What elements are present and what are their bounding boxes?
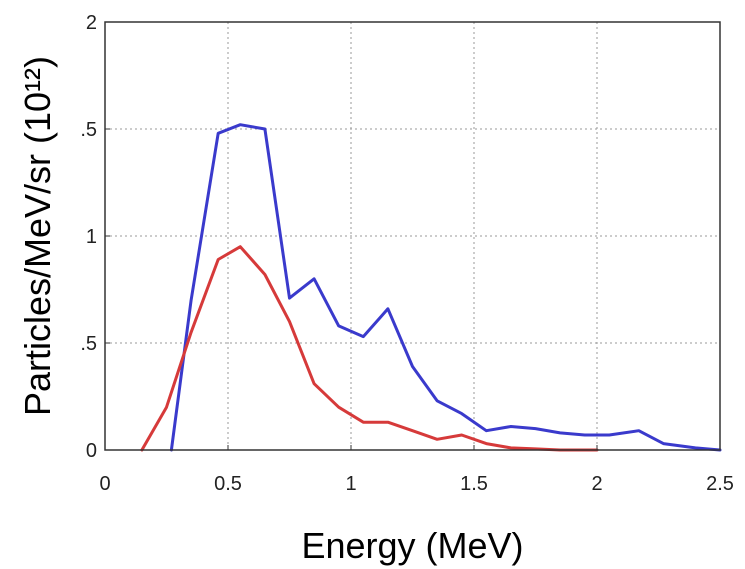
series-line-2 — [140, 245, 599, 452]
x-tick-label: 1 — [345, 473, 356, 495]
x-tick-label: 2 — [591, 473, 602, 495]
plot-frame — [104, 21, 721, 451]
x-axis-title: Energy (MeV) — [301, 525, 523, 566]
x-tick-label: 1.5 — [460, 473, 488, 495]
y-tick-label: .5 — [80, 119, 97, 141]
y-tick-label: 0 — [86, 440, 97, 462]
x-tick-label: 2.5 — [706, 473, 734, 495]
tick-labels: 0 0.5 1 1.5 2 2.50.51.52 — [80, 12, 734, 495]
x-tick-label: 0 — [99, 473, 110, 495]
series-line-1 — [169, 123, 722, 452]
grid — [105, 22, 720, 450]
y-axis-title: Particles/MeV/sr (10¹²) — [17, 56, 58, 416]
series-layer — [140, 123, 722, 452]
x-tick-label: 0.5 — [214, 473, 242, 495]
y-tick-label: 1 — [86, 226, 97, 248]
y-tick-label: .5 — [80, 333, 97, 355]
y-tick-label: 2 — [86, 12, 97, 34]
